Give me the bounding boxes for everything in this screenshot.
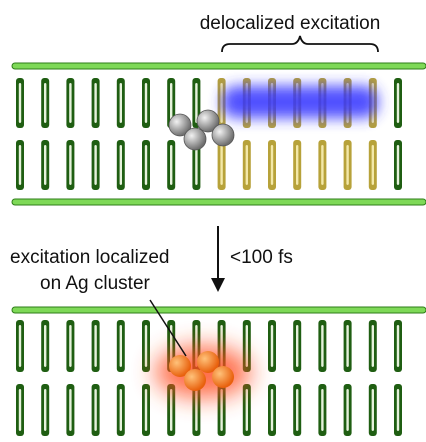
base-highlight [44, 325, 46, 367]
base-highlight [346, 145, 348, 185]
base-highlight [397, 145, 399, 185]
base-highlight [246, 389, 248, 431]
delocalized-glow [222, 86, 378, 118]
base-highlight [69, 83, 71, 123]
base-highlight [145, 325, 147, 367]
base-highlight [120, 83, 122, 123]
base-highlight [120, 389, 122, 431]
base-highlight [296, 325, 298, 367]
base-highlight [372, 389, 374, 431]
base-highlight [120, 145, 122, 185]
excited-atom [212, 366, 234, 388]
localized-label-line1: excitation localized [10, 247, 169, 268]
backbone [12, 199, 426, 205]
diagram: delocalized excitation <100 fs excitatio… [0, 0, 426, 442]
base-highlight [69, 325, 71, 367]
silver-atom [184, 128, 206, 150]
base-highlight [94, 389, 96, 431]
localized-label-line2: on Ag cluster [40, 273, 151, 294]
base-highlight [321, 325, 323, 367]
base-highlight [296, 145, 298, 185]
bracket [222, 36, 378, 52]
base-highlight [246, 145, 248, 185]
base-highlight [346, 325, 348, 367]
base-highlight [120, 325, 122, 367]
base-highlight [94, 83, 96, 123]
base-highlight [19, 325, 21, 367]
base-highlight [170, 145, 172, 185]
backbone [12, 63, 426, 69]
base-highlight [220, 145, 222, 185]
base-highlight [195, 145, 197, 185]
base-highlight [94, 325, 96, 367]
base-highlight [321, 145, 323, 185]
base-highlight [44, 145, 46, 185]
base-highlight [145, 83, 147, 123]
base-highlight [296, 389, 298, 431]
arrow-head [211, 278, 225, 292]
base-highlight [44, 389, 46, 431]
base-highlight [170, 389, 172, 431]
base-highlight [69, 145, 71, 185]
excited-atom [184, 369, 206, 391]
timescale-label: <100 fs [230, 247, 293, 268]
base-highlight [346, 389, 348, 431]
base-highlight [145, 145, 147, 185]
base-highlight [145, 389, 147, 431]
base-highlight [94, 145, 96, 185]
delocalized-label: delocalized excitation [200, 13, 381, 34]
base-highlight [372, 325, 374, 367]
base-highlight [69, 389, 71, 431]
base-highlight [397, 389, 399, 431]
base-highlight [271, 145, 273, 185]
base-highlight [44, 83, 46, 123]
silver-atom [212, 124, 234, 146]
base-highlight [19, 145, 21, 185]
base-highlight [19, 389, 21, 431]
base-highlight [321, 389, 323, 431]
base-highlight [271, 325, 273, 367]
base-highlight [19, 83, 21, 123]
base-highlight [372, 145, 374, 185]
base-highlight [397, 325, 399, 367]
base-highlight [271, 389, 273, 431]
base-highlight [195, 83, 197, 123]
base-highlight [397, 83, 399, 123]
backbone [12, 307, 426, 313]
